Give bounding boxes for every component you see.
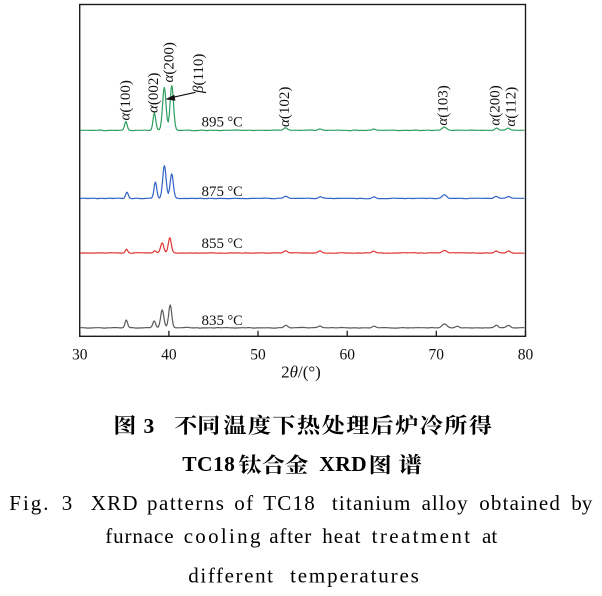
svg-text:XRD: XRD <box>91 491 139 515</box>
svg-text:alloy: alloy <box>422 491 469 515</box>
svg-text:835°C: 835 °C <box>202 313 243 329</box>
svg-text:855°C: 855 °C <box>202 236 243 252</box>
svg-text:α(103): α(103) <box>435 85 451 125</box>
svg-text:875°C: 875 °C <box>202 184 243 200</box>
svg-text:cooling: cooling <box>184 524 263 548</box>
svg-text:80: 80 <box>518 346 534 363</box>
svg-text:at: at <box>482 524 497 548</box>
svg-text:895°C: 895 °C <box>202 114 243 130</box>
svg-text:α(200): α(200) <box>488 85 504 125</box>
svg-text:titanium: titanium <box>332 491 412 515</box>
svg-text:by: by <box>571 491 593 515</box>
svg-text:β(110): β(110) <box>191 54 207 94</box>
svg-text:60: 60 <box>339 346 355 363</box>
svg-text:XRD: XRD <box>319 452 367 476</box>
svg-text:70: 70 <box>429 346 445 363</box>
svg-text:temperatures: temperatures <box>290 564 421 588</box>
svg-text:α(100): α(100) <box>118 80 134 120</box>
svg-text:α(200): α(200) <box>161 42 177 82</box>
svg-text:furnace: furnace <box>105 524 174 548</box>
svg-text:α(102): α(102) <box>277 87 293 127</box>
svg-text:TC18: TC18 <box>263 491 316 515</box>
svg-text:α(002): α(002) <box>146 73 162 113</box>
svg-text:patterns: patterns <box>147 491 225 515</box>
svg-text:TC18: TC18 <box>182 452 235 476</box>
svg-text:40: 40 <box>161 346 177 363</box>
svg-text:different: different <box>188 564 274 588</box>
svg-text:treatment: treatment <box>372 524 473 548</box>
svg-text:α(112): α(112) <box>504 87 520 127</box>
svg-text:obtained: obtained <box>479 491 561 515</box>
svg-text:Fig.: Fig. <box>9 491 50 515</box>
svg-text:of: of <box>234 491 254 515</box>
svg-text:heat: heat <box>322 524 361 548</box>
svg-text:2θ/(°): 2θ/(°) <box>281 363 321 382</box>
svg-text:50: 50 <box>250 346 266 363</box>
svg-text:30: 30 <box>72 346 88 363</box>
svg-text:after: after <box>269 524 312 548</box>
svg-text:3: 3 <box>144 414 155 438</box>
svg-text:3: 3 <box>62 491 72 515</box>
